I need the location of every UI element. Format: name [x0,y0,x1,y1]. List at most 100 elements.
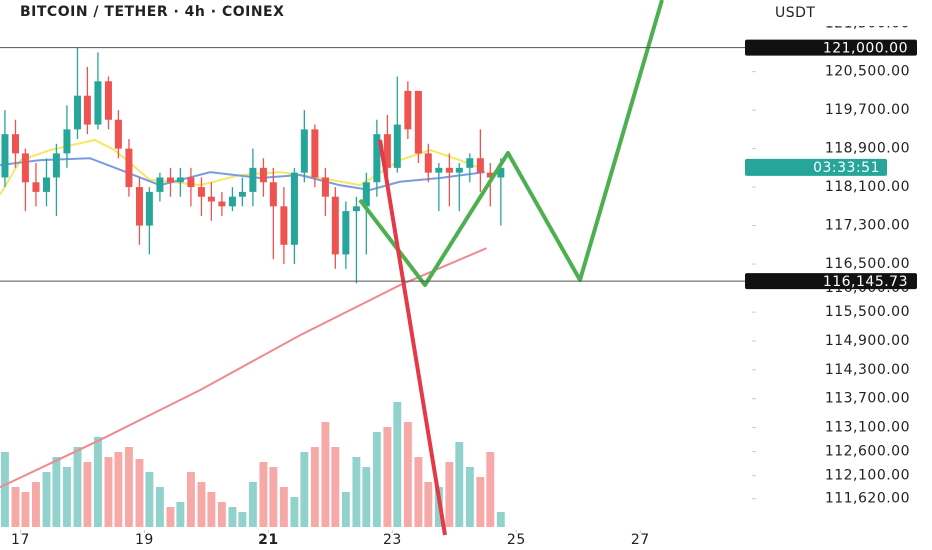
candle-body [197,187,205,197]
candle-body [445,167,453,173]
volume-bar [300,452,309,527]
volume-bar [104,457,113,527]
volume-bar [331,447,340,527]
price-tag-label: 116,145.73 [823,274,908,290]
x-tick-label: 19 [135,532,154,548]
volume-bar [393,402,402,527]
y-tick-label: 116,500.00 [825,256,910,272]
moving-average [0,157,485,191]
candle-body [342,211,350,255]
candle-body [63,129,71,154]
volume-bar [11,487,20,527]
price-tag [745,273,917,290]
volume-bar [310,447,319,527]
candle-body [259,167,267,183]
volume-bar [52,457,61,527]
volume-bar [166,507,175,527]
candle-body [466,158,474,168]
y-tick-label: 113,100.00 [825,420,910,436]
y-tick-label: 117,300.00 [825,218,910,234]
candle-body [125,148,133,188]
x-tick-label: 25 [507,532,526,548]
candle-body [393,124,401,168]
volume-bar [445,462,454,527]
x-tick-label: 27 [631,532,650,548]
x-tick-label: 21 [258,532,278,548]
y-tick-label: 111,620.00 [825,491,910,507]
y-tick-label: 114,900.00 [825,333,910,349]
candle-body [42,177,50,192]
candle-body [218,201,226,207]
candle-body [362,182,370,207]
candle-body [373,134,381,183]
candle-body [238,191,246,197]
volume-bar [73,447,82,527]
volume-bar [83,462,92,527]
volume-bar [362,467,371,527]
volume-bar [207,492,216,527]
candle-body [94,81,102,125]
x-tick-label: 17 [11,532,30,548]
candle-body [11,134,19,154]
price-tags: 121,000.00 116,145.73 03:33:51 [745,39,917,290]
y-tick-label: 112,600.00 [825,444,910,460]
candle-body [280,206,288,245]
candle-body [290,172,298,245]
candle-body [352,206,360,212]
candle-body [114,119,122,149]
volume-bar [486,452,495,527]
volume-bar [352,457,361,527]
volume-bar [217,502,226,527]
volume-bar [383,427,392,527]
y-tick-label: 118,900.00 [825,141,910,157]
volume-bar [465,467,474,527]
volume-bar [403,422,412,527]
volume-bar [21,492,30,527]
volume-bar [321,422,330,527]
y-tick-label: 119,700.00 [825,102,910,118]
volume-bar [176,502,185,527]
candle-body [156,177,164,192]
volume-bar [248,482,257,527]
axis-header-bg [752,0,932,26]
candle-body [383,134,391,168]
volume-bar [341,492,350,527]
volume-bar [197,482,206,527]
candle-body [32,182,40,192]
candles [1,47,505,284]
candle-body [455,167,463,173]
candle-body [404,90,412,130]
y-tick-label: 118,100.00 [825,179,910,195]
candle-body [249,167,257,192]
price-tag [745,39,917,56]
candle-body [52,153,60,178]
candle-body [176,177,184,183]
candle-body [207,196,215,202]
candle-body [331,196,339,255]
volume-bar [93,437,102,527]
volume-bar [145,472,154,527]
volume-bar [124,447,133,527]
volume-bar [31,482,40,527]
x-tick-label: 23 [383,532,402,548]
candle-body [145,191,153,226]
volume-bar [186,472,195,527]
volume-bar [135,459,144,527]
volume-bar [228,507,237,527]
volume-bar [455,442,464,527]
candle-body [269,182,277,207]
volume-bar [62,467,71,527]
volume-bar [424,482,433,527]
candle-body [435,167,443,173]
volume-bar [496,512,505,527]
candle-body [486,172,494,178]
candle-body [476,158,484,173]
volume-bar [155,487,164,527]
candle-body [311,129,319,178]
candle-body [83,95,91,125]
y-tick-label: 113,700.00 [825,391,910,407]
volume-bar [372,432,381,527]
volume-bar [1,452,9,527]
